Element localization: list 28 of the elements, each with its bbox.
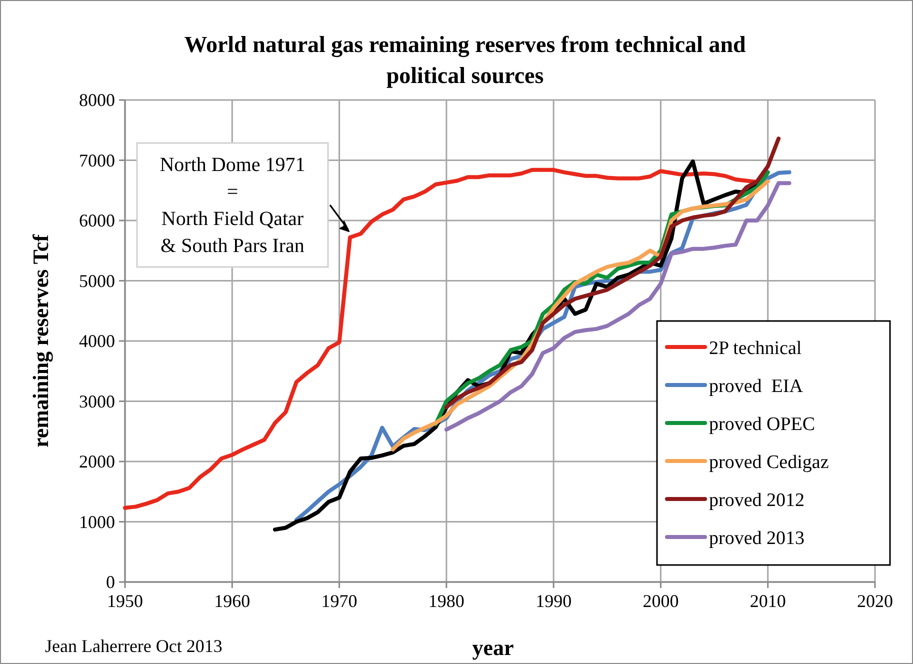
annotation: North Dome 1971 = North Field Qatar & South Pars Iran (160, 154, 306, 257)
y-tick-label: 0 (106, 572, 115, 592)
legend-label: proved EIA (709, 376, 804, 397)
legend-label: proved Cedigaz (709, 452, 829, 473)
y-tick-label: 7000 (79, 150, 115, 170)
chart-title: World natural gas remaining reserves from technical and political sources (184, 32, 746, 88)
y-tick-label: 3000 (79, 391, 115, 412)
x-axis-title: year (472, 635, 514, 660)
text: Jean Laherrere Oct 2013 (45, 636, 222, 656)
y-tick-label: 6000 (79, 210, 115, 230)
x-tick-label: 2020 (857, 591, 893, 611)
x-tick-label: 1950 (107, 591, 143, 611)
y-tick-label: 2000 (79, 452, 115, 472)
x-tick-label: 1960 (214, 591, 250, 611)
y-axis-title: remaining reserves Tcf (28, 234, 53, 448)
x-tick-label: 1970 (321, 591, 358, 611)
x-tick-label: 1980 (428, 591, 464, 611)
x-tick-label: 2010 (750, 591, 786, 611)
legend-label: proved OPEC (709, 414, 816, 435)
legend-label: proved 2012 (709, 490, 805, 511)
legend-label: proved 2013 (709, 528, 805, 549)
y-tick-label: 8000 (79, 90, 115, 110)
y-tick-label: 1000 (79, 512, 115, 532)
y-tick-label: 4000 (79, 331, 115, 351)
legend-label: 2P technical (709, 338, 802, 359)
y-tick-label: 5000 (79, 270, 115, 291)
x-tick-label: 2000 (642, 591, 679, 611)
x-tick-label: 1990 (536, 591, 572, 611)
